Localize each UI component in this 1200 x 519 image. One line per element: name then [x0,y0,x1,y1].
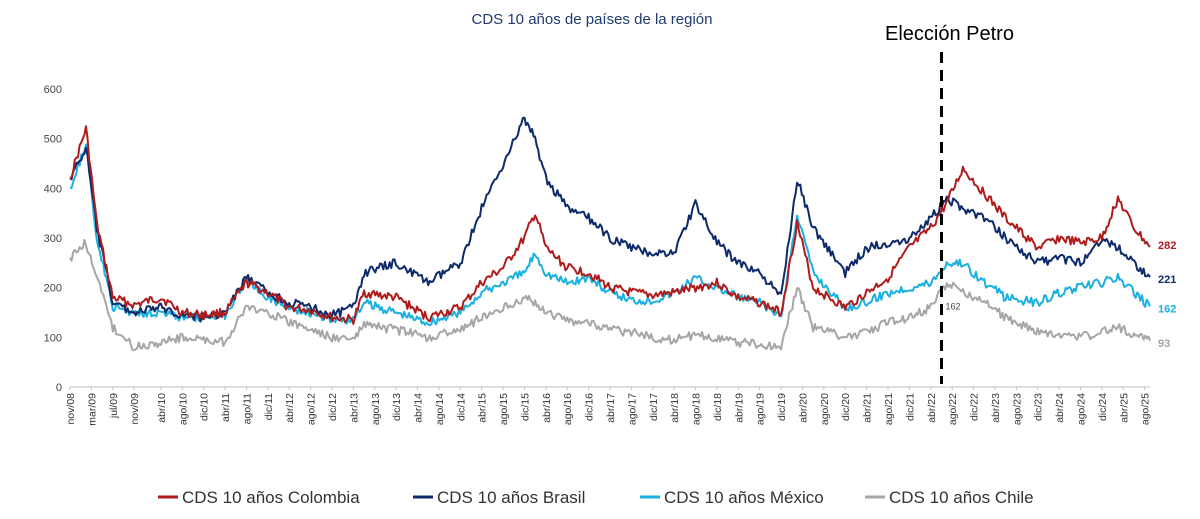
x-tick-label: abr/25 [1118,393,1130,423]
x-tick-label: abr/17 [605,393,617,423]
chile-callout-label: 162 [945,302,960,312]
x-tick-label: ago/18 [691,393,703,425]
x-tick-label: abr/15 [477,393,489,423]
x-tick-label: dic/23 [1033,393,1045,421]
x-tick-label: abr/11 [220,393,232,422]
legend: CDS 10 años Colombia CDS 10 años Brasil CD… [158,488,1034,507]
x-tick-label: abr/10 [156,393,168,423]
election-annotation: Elección Petro [885,23,1014,45]
x-tick-label: dic/22 [969,393,981,421]
end-value-label: 162 [1158,304,1176,316]
x-tick-label: dic/16 [584,393,596,421]
y-tick-label: 400 [44,183,62,195]
y-tick-label: 300 [44,233,62,245]
x-tick-label: ago/14 [434,393,446,425]
x-tick-label: ago/15 [498,393,510,425]
x-tick-label: dic/13 [391,393,403,421]
x-tick-label: ago/11 [241,393,253,424]
end-labels: 93 162 221 282 [1158,240,1176,350]
series-line-1 [69,116,1151,323]
chart-title: CDS 10 años de países de la región [472,11,713,28]
x-tick-label: abr/19 [733,393,745,423]
x-tick-label: dic/24 [1097,393,1109,421]
x-tick-label: abr/13 [348,393,360,423]
x-tick-label: mar/09 [86,393,98,426]
end-value-label: 221 [1158,274,1176,286]
x-tick-label: ago/24 [1075,393,1087,425]
x-tick-label: ago/20 [819,393,831,425]
x-tick-label: nov/08 [65,393,77,425]
x-tick-label: dic/14 [455,393,467,421]
x-tick-label: nov/09 [129,393,141,425]
y-tick-label: 500 [44,134,62,146]
x-tick-label: ago/25 [1140,393,1152,425]
x-tick-label: ago/22 [947,393,959,425]
legend-label: CDS 10 años México [664,488,824,507]
legend-label: CDS 10 años Chile [889,488,1034,507]
end-value-label: 93 [1158,338,1170,350]
x-tick-label: jul/09 [108,393,120,419]
x-tick-label: dic/10 [199,393,211,421]
x-tick-label: dic/20 [840,393,852,421]
x-tick-label: abr/21 [862,393,874,423]
x-tick-label: abr/24 [1054,393,1066,423]
x-tick-label: ago/19 [755,393,767,425]
x-tick-label: dic/12 [327,393,339,421]
x-tick-label: abr/22 [926,393,938,423]
x-tick-label: ago/21 [883,393,895,425]
x-tick-label: dic/15 [519,393,531,421]
x-tick-label: ago/10 [177,393,189,425]
annotation-layer: Elección Petro 162 [885,23,1014,384]
x-tick-label: dic/19 [776,393,788,421]
x-tick-label: ago/16 [562,393,574,425]
end-value-label: 282 [1158,240,1176,252]
series-layer [69,116,1151,351]
x-tick-label: abr/14 [413,393,425,423]
legend-label: CDS 10 años Brasil [437,488,585,507]
y-tick-label: 100 [44,332,62,344]
legend-label: CDS 10 años Colombia [182,488,360,507]
y-tick-label: 200 [44,283,62,295]
series-line-3 [69,239,1151,351]
x-tick-label: ago/23 [1011,393,1023,425]
x-tick-label: abr/23 [990,393,1002,423]
axes: 0 100 200 300 400 500 600 nov/08 mar/09 jul/09 nov… [44,84,1152,426]
y-tick-label: 600 [44,84,62,96]
x-tick-label: abr/12 [284,393,296,423]
x-tick-label: ago/12 [306,393,318,425]
x-tick-label: dic/17 [648,393,660,421]
x-tick-label: abr/18 [669,393,681,423]
x-tick-label: abr/16 [541,393,553,423]
x-tick-label: abr/20 [797,393,809,423]
x-tick-label: dic/21 [904,393,916,421]
series-line-0 [69,125,1151,325]
x-tick-label: ago/17 [626,393,638,425]
x-tick-label: dic/18 [712,393,724,421]
x-tick-label: dic/11 [263,393,275,420]
y-tick-label: 0 [56,382,62,394]
x-tick-label: ago/13 [370,393,382,425]
